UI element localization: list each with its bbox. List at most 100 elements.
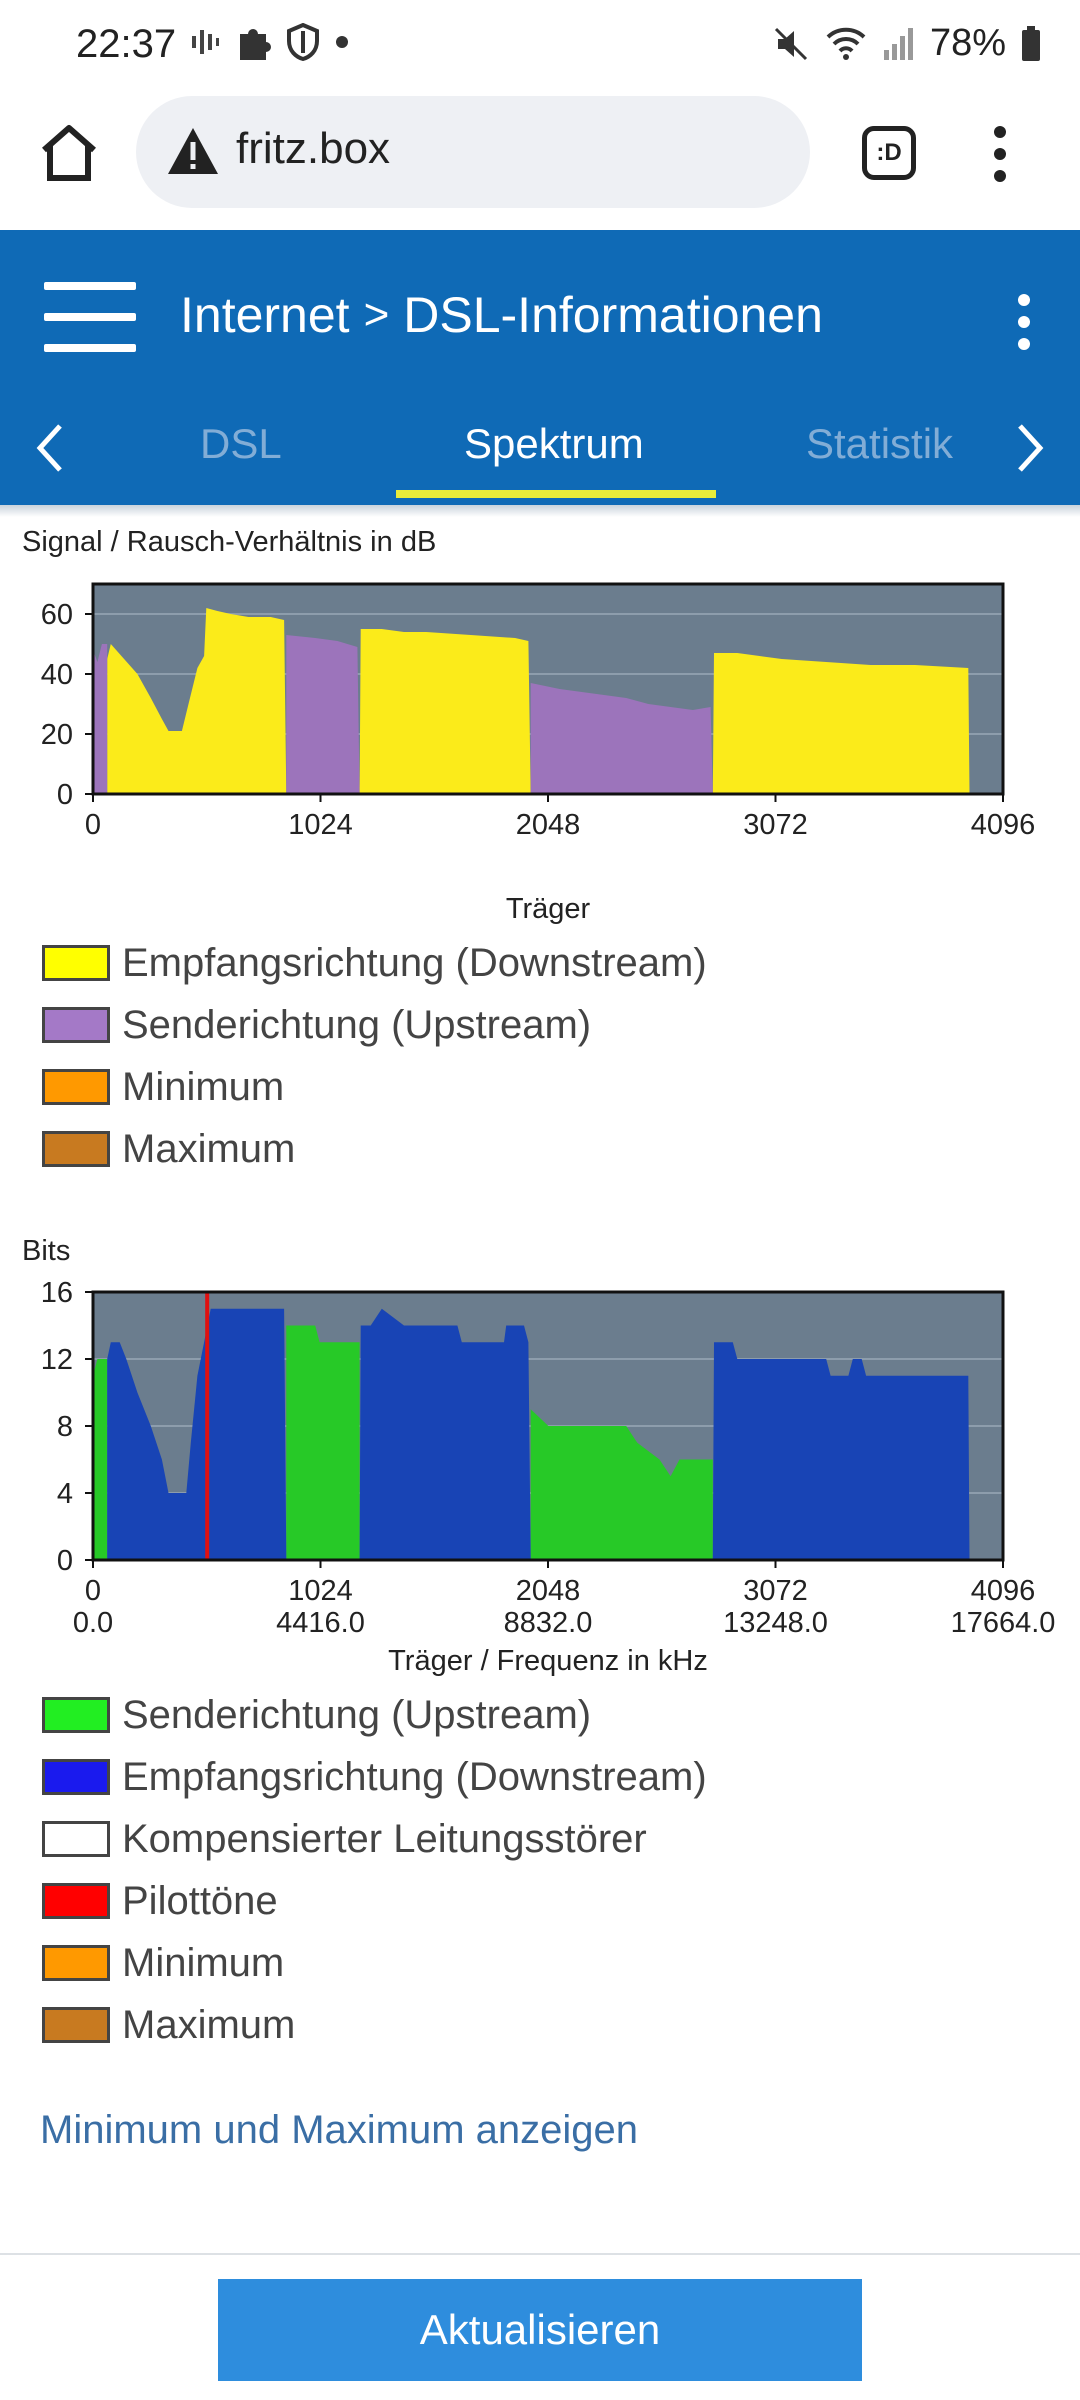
legend-swatch-downstream xyxy=(42,945,110,981)
app-header: Internet > DSL-Informationen DSL Spektru… xyxy=(0,230,1080,505)
legend-label: Maximum xyxy=(122,1126,296,1171)
y-tick-label: 60 xyxy=(41,599,73,631)
browser-menu-icon[interactable] xyxy=(990,124,1010,184)
series-area-1 xyxy=(107,1308,970,1560)
puzzle-icon xyxy=(240,29,271,60)
legend-label: Minimum xyxy=(122,1940,285,1985)
y-tick-label: 4 xyxy=(57,1478,73,1510)
legend-item: Empfangsrichtung (Downstream) xyxy=(42,1746,707,1808)
warning-icon[interactable] xyxy=(166,126,220,176)
series-area-0 xyxy=(93,1325,713,1560)
legend-swatch-pilot xyxy=(42,1883,110,1919)
header-shadow xyxy=(0,505,1080,517)
x-tick-label: 2048 xyxy=(516,809,581,841)
signal-icon xyxy=(883,27,913,60)
snr-chart-title: Signal / Rausch-Verhältnis in dB xyxy=(22,526,437,558)
x-tick-label-frequency: 17664.0 xyxy=(951,1607,1056,1639)
dot-icon xyxy=(336,36,348,48)
snr-legend: Empfangsrichtung (Downstream) Sendericht… xyxy=(42,932,707,1180)
x-tick-label: 4096 xyxy=(971,1575,1036,1607)
breadcrumb-page: DSL-Informationen xyxy=(403,287,823,343)
page-menu-icon[interactable] xyxy=(1014,292,1034,352)
legend-item: Minimum xyxy=(42,1932,707,1994)
url-text[interactable]: fritz.box xyxy=(236,124,391,173)
tab-spektrum[interactable]: Spektrum xyxy=(464,420,644,467)
tab-switcher-button[interactable]: :D xyxy=(862,126,916,180)
legend-item: Senderichtung (Upstream) xyxy=(42,994,707,1056)
x-tick-label: 4096 xyxy=(971,809,1036,841)
y-tick-label: 20 xyxy=(41,719,73,751)
address-bar[interactable]: fritz.box xyxy=(136,96,810,208)
x-tick-label: 0 xyxy=(85,809,101,841)
tab-dsl[interactable]: DSL xyxy=(200,420,282,467)
battery-percent: 78% xyxy=(929,22,1006,64)
active-tab-indicator xyxy=(396,490,716,498)
refresh-button[interactable]: Aktualisieren xyxy=(218,2279,862,2381)
legend-item: Maximum xyxy=(42,1118,707,1180)
legend-swatch-maximum xyxy=(42,2007,110,2043)
y-tick-label: 40 xyxy=(41,659,73,691)
legend-swatch-compensated xyxy=(42,1821,110,1857)
tab-statistik[interactable]: Statistik xyxy=(806,420,954,467)
legend-item: Minimum xyxy=(42,1056,707,1118)
x-tick-label-frequency: 8832.0 xyxy=(504,1607,593,1639)
x-tick-label-frequency: 13248.0 xyxy=(723,1607,828,1639)
y-tick-label: 8 xyxy=(57,1411,73,1443)
menu-icon[interactable] xyxy=(44,282,136,352)
y-tick-label: 0 xyxy=(57,779,73,811)
legend-item: Empfangsrichtung (Downstream) xyxy=(42,932,707,994)
status-time: 22:37 xyxy=(76,22,177,66)
chevron-left-icon[interactable] xyxy=(30,418,70,478)
bottom-bar: Aktualisieren xyxy=(0,2253,1080,2400)
voicemail-icon xyxy=(192,30,219,54)
legend-label: Pilottöne xyxy=(122,1878,278,1923)
browser-toolbar: fritz.box :D xyxy=(0,90,1080,230)
legend-swatch-minimum xyxy=(42,1069,110,1105)
x-axis-label: Träger xyxy=(506,893,591,925)
battery-icon xyxy=(1022,25,1040,61)
legend-swatch-upstream xyxy=(42,1697,110,1733)
chevron-right-icon[interactable] xyxy=(1010,418,1050,478)
x-axis-label: Träger / Frequenz in kHz xyxy=(388,1645,708,1677)
bits-chart-title: Bits xyxy=(22,1235,71,1267)
legend-item: Senderichtung (Upstream) xyxy=(42,1684,707,1746)
legend-label: Empfangsrichtung (Downstream) xyxy=(122,1754,707,1799)
wifi-icon xyxy=(826,27,866,60)
status-bar: 22:37 78% xyxy=(0,0,1080,90)
home-icon[interactable] xyxy=(36,120,102,186)
status-right: 78% xyxy=(772,22,1042,65)
legend-label: Empfangsrichtung (Downstream) xyxy=(122,940,707,985)
snr-chart: 0 20 40 60 0 1024 2048 3072 4096 Träger xyxy=(41,582,1036,925)
legend-item: Maximum xyxy=(42,1994,707,2056)
x-tick-label-frequency: 0.0 xyxy=(73,1607,113,1639)
y-tick-label: 16 xyxy=(41,1277,73,1309)
legend-item: Pilottöne xyxy=(42,1870,707,1932)
x-tick-label: 1024 xyxy=(288,1575,353,1607)
mute-icon xyxy=(774,27,807,60)
x-tick-label: 3072 xyxy=(743,809,808,841)
x-tick-label: 2048 xyxy=(516,1575,581,1607)
y-tick-label: 12 xyxy=(41,1344,73,1376)
shield-icon xyxy=(287,23,319,61)
breadcrumb-root[interactable]: Internet xyxy=(180,287,350,343)
y-tick-label: 0 xyxy=(57,1545,73,1577)
series-area-1 xyxy=(93,635,713,794)
legend-swatch-maximum xyxy=(42,1131,110,1167)
legend-label: Minimum xyxy=(122,1064,285,1109)
breadcrumb: Internet > DSL-Informationen xyxy=(180,286,823,344)
x-tick-label: 3072 xyxy=(743,1575,808,1607)
x-tick-label: 1024 xyxy=(288,809,353,841)
show-min-max-link[interactable]: Minimum und Maximum anzeigen xyxy=(40,2108,639,2152)
legend-label: Maximum xyxy=(122,2002,296,2047)
breadcrumb-separator: > xyxy=(363,290,390,339)
bits-legend: Senderichtung (Upstream) Empfangsrichtun… xyxy=(42,1684,707,2056)
legend-label: Senderichtung (Upstream) xyxy=(122,1002,592,1047)
x-tick-label-frequency: 4416.0 xyxy=(276,1607,365,1639)
legend-label: Senderichtung (Upstream) xyxy=(122,1692,592,1737)
legend-swatch-upstream xyxy=(42,1007,110,1043)
notification-icons xyxy=(186,22,352,62)
series-area-0 xyxy=(107,608,970,794)
legend-label: Kompensierter Leitungsstörer xyxy=(122,1816,647,1861)
legend-swatch-downstream xyxy=(42,1759,110,1795)
